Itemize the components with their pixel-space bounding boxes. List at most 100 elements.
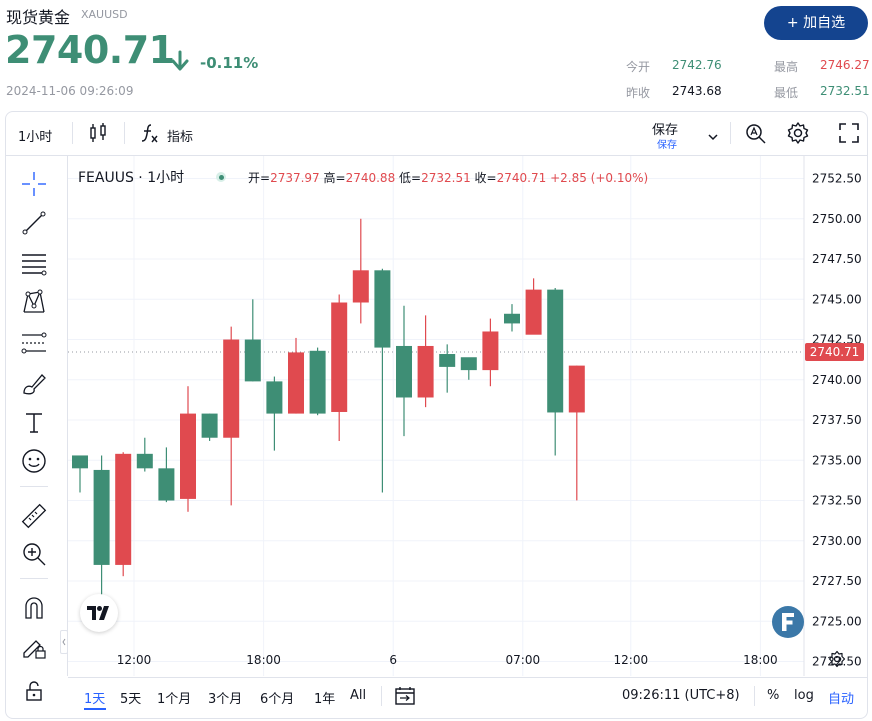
low-legend-label: 低= bbox=[399, 171, 422, 185]
candle[interactable] bbox=[72, 455, 88, 493]
auto-scale-toggle[interactable]: 自动 bbox=[828, 692, 855, 707]
range-all[interactable]: All bbox=[350, 688, 367, 703]
candle[interactable] bbox=[352, 218, 369, 324]
candle[interactable] bbox=[568, 365, 585, 501]
range-1d[interactable]: 1天 bbox=[84, 692, 106, 707]
text-tool-icon[interactable] bbox=[18, 406, 50, 438]
collapse-panel-handle[interactable] bbox=[60, 630, 68, 654]
fib-retracement-icon[interactable] bbox=[18, 327, 50, 359]
axis-settings-icon[interactable] bbox=[828, 650, 846, 672]
chart-grid bbox=[68, 156, 804, 676]
open-legend-value: 2737.97 bbox=[270, 171, 320, 185]
time-tick-label: 12:00 bbox=[117, 653, 152, 667]
emoji-icon[interactable] bbox=[18, 445, 50, 477]
candle[interactable] bbox=[331, 294, 348, 441]
broker-logo-icon bbox=[772, 606, 804, 638]
ohlc-legend: 开=2737.97 高=2740.88 低=2732.51 收=2740.71 … bbox=[248, 169, 648, 186]
candle[interactable] bbox=[374, 268, 391, 493]
candle[interactable] bbox=[115, 452, 132, 577]
candle[interactable] bbox=[482, 318, 499, 387]
candle[interactable] bbox=[288, 337, 304, 414]
candle[interactable] bbox=[547, 288, 564, 456]
candle[interactable] bbox=[460, 357, 477, 380]
chart-widget bbox=[5, 111, 868, 719]
range-5d[interactable]: 5天 bbox=[120, 692, 142, 707]
save-sublabel: 保存 bbox=[657, 140, 677, 151]
quick-search-icon[interactable] bbox=[744, 121, 768, 149]
tradingview-logo-icon[interactable] bbox=[80, 594, 118, 632]
low-label: 最低 bbox=[774, 86, 799, 100]
candle[interactable] bbox=[180, 386, 196, 512]
high-label: 最高 bbox=[774, 60, 799, 74]
legend-change: +2.85 (+0.10%) bbox=[550, 171, 649, 185]
clock-display[interactable]: 09:26:11 (UTC+8) bbox=[622, 688, 740, 703]
range-6m[interactable]: 6个月 bbox=[260, 692, 295, 707]
candle-body bbox=[288, 352, 304, 414]
price-tick-label: 2732.50 bbox=[812, 494, 862, 508]
indicators-button[interactable]: 指标 bbox=[167, 130, 194, 145]
candle[interactable] bbox=[504, 304, 520, 332]
price-tick-label: 2737.50 bbox=[812, 413, 862, 427]
pattern-tool-icon[interactable] bbox=[18, 286, 50, 318]
save-button[interactable]: 保存 bbox=[652, 123, 679, 138]
candle-body bbox=[158, 468, 175, 501]
lock-icon[interactable] bbox=[18, 675, 50, 707]
crosshair-icon[interactable] bbox=[18, 168, 50, 200]
range-selected-indicator bbox=[84, 708, 106, 710]
candle[interactable] bbox=[266, 376, 283, 451]
candle[interactable] bbox=[525, 278, 542, 335]
range-1m[interactable]: 1个月 bbox=[157, 692, 192, 707]
prev-close-value: 2743.68 bbox=[672, 84, 722, 98]
candle-body bbox=[460, 357, 477, 371]
candle[interactable] bbox=[223, 326, 240, 506]
time-tick-label: 18:00 bbox=[246, 653, 281, 667]
magnet-icon[interactable] bbox=[18, 592, 50, 624]
candle-body bbox=[482, 331, 499, 371]
candle[interactable] bbox=[244, 299, 261, 382]
price-tick-label: 2740.00 bbox=[812, 373, 862, 387]
price-tick-label: 2727.50 bbox=[812, 574, 862, 588]
interval-selector[interactable]: 1小时 bbox=[18, 130, 53, 145]
percent-scale-toggle[interactable]: % bbox=[767, 688, 780, 703]
zoom-in-icon[interactable] bbox=[18, 538, 50, 570]
bottom-divider bbox=[381, 686, 382, 706]
candle[interactable] bbox=[396, 305, 412, 437]
candle-body bbox=[72, 455, 88, 469]
candle-type-icon[interactable] bbox=[88, 122, 108, 148]
candle-body bbox=[223, 339, 240, 438]
trend-line-icon[interactable] bbox=[18, 207, 50, 239]
lock-drawing-icon[interactable] bbox=[18, 631, 50, 663]
chevron-down-icon[interactable] bbox=[707, 127, 719, 146]
candle[interactable] bbox=[136, 437, 153, 472]
candle[interactable] bbox=[93, 455, 110, 615]
candle-body bbox=[525, 289, 542, 335]
add-watchlist-button[interactable]: + 加自选 bbox=[764, 6, 868, 40]
candle-body bbox=[417, 345, 434, 398]
range-1y[interactable]: 1年 bbox=[314, 692, 336, 707]
candle-body bbox=[331, 302, 348, 412]
candle-body bbox=[244, 339, 261, 382]
candle-body bbox=[352, 270, 369, 303]
brush-icon[interactable] bbox=[18, 367, 50, 399]
candle[interactable] bbox=[158, 447, 175, 503]
range-3m[interactable]: 3个月 bbox=[208, 692, 243, 707]
log-scale-toggle[interactable]: log bbox=[794, 688, 814, 703]
gear-icon[interactable] bbox=[786, 121, 810, 149]
price-tick-label: 2750.00 bbox=[812, 212, 862, 226]
parallel-lines-icon[interactable] bbox=[18, 247, 50, 279]
candle-body bbox=[568, 365, 585, 413]
instrument-symbol: XAUUSD bbox=[81, 8, 128, 21]
indicators-icon[interactable] bbox=[140, 122, 160, 148]
candle-body bbox=[115, 453, 132, 565]
ruler-icon[interactable] bbox=[18, 500, 50, 532]
calendar-range-icon[interactable] bbox=[394, 685, 416, 711]
candle[interactable] bbox=[201, 413, 218, 441]
fullscreen-icon[interactable] bbox=[838, 122, 860, 148]
close-legend-value: 2740.71 bbox=[496, 171, 547, 185]
candle[interactable] bbox=[439, 344, 456, 393]
open-value: 2742.76 bbox=[672, 58, 722, 72]
candle[interactable] bbox=[417, 315, 434, 408]
time-tick-label: 07:00 bbox=[506, 653, 541, 667]
candle[interactable] bbox=[309, 347, 326, 416]
